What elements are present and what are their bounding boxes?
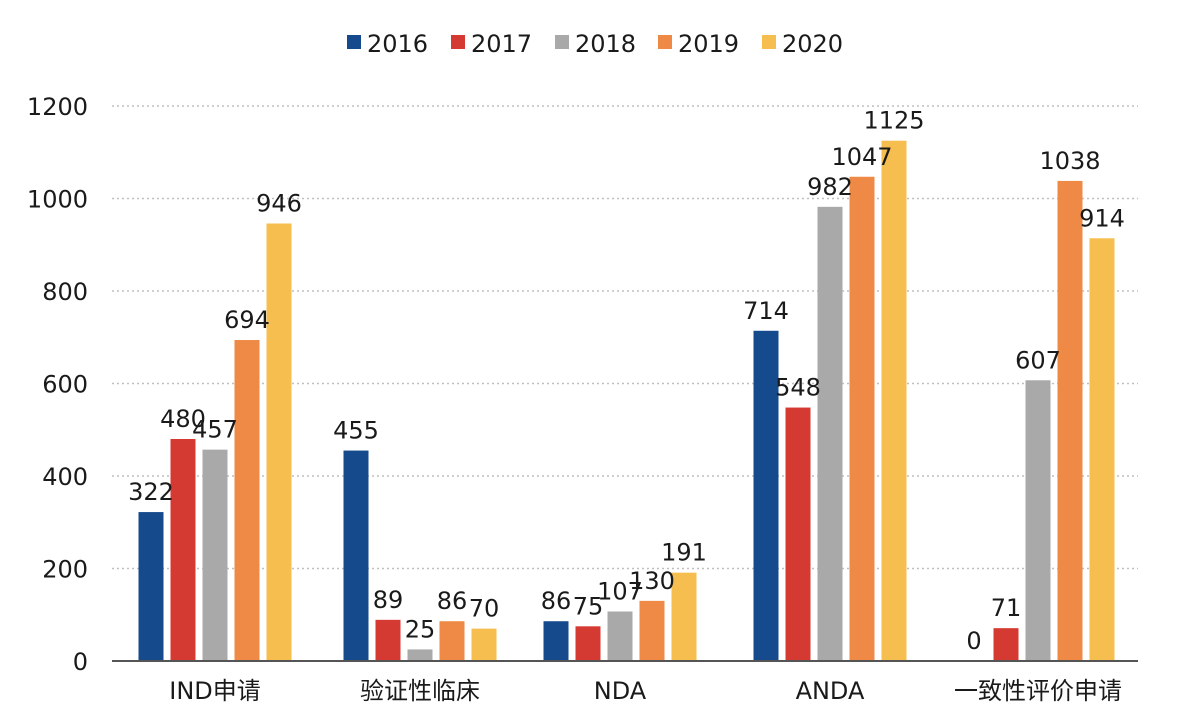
data-label: 86 xyxy=(437,587,468,615)
y-tick-label: 200 xyxy=(42,556,88,584)
gridlines xyxy=(112,105,1138,570)
bar-2020 xyxy=(266,223,292,661)
data-label: 457 xyxy=(192,416,238,444)
data-label: 322 xyxy=(128,478,174,506)
data-label: 0 xyxy=(966,627,981,655)
y-tick-label: 400 xyxy=(42,463,88,491)
y-tick-label: 600 xyxy=(42,371,88,399)
bar-2018 xyxy=(202,449,228,661)
bar-2020 xyxy=(881,140,907,661)
legend-label: 2017 xyxy=(471,30,532,58)
legend-label: 2019 xyxy=(678,30,739,58)
data-label: 71 xyxy=(991,594,1022,622)
y-tick-label: 1200 xyxy=(27,93,88,121)
legend-label: 2020 xyxy=(782,30,843,58)
data-label: 86 xyxy=(541,587,572,615)
legend-swatch-2016 xyxy=(347,35,361,49)
data-label: 455 xyxy=(333,417,379,445)
bar-2019 xyxy=(234,340,260,661)
bar-2018 xyxy=(407,649,433,661)
bar-2018 xyxy=(607,611,633,661)
bar-2016 xyxy=(138,512,164,661)
legend-swatch-2018 xyxy=(555,35,569,49)
data-label: 694 xyxy=(224,306,270,334)
bar-2016 xyxy=(343,450,369,661)
data-label: 548 xyxy=(775,374,821,402)
data-label: 25 xyxy=(405,615,436,643)
bar-2019 xyxy=(1057,180,1083,662)
data-label: 946 xyxy=(256,189,302,217)
legend-swatch-2019 xyxy=(658,35,672,49)
bar-2020 xyxy=(471,628,497,661)
data-label: 89 xyxy=(373,586,404,614)
data-label: 714 xyxy=(743,297,789,325)
bar-2020 xyxy=(671,572,697,661)
bar-2017 xyxy=(170,439,196,661)
bar-2018 xyxy=(1025,380,1051,661)
bar-2017 xyxy=(993,628,1019,661)
data-label: 982 xyxy=(807,173,853,201)
data-label: 1125 xyxy=(863,107,924,135)
data-label: 191 xyxy=(661,539,707,567)
data-label: 480 xyxy=(160,405,206,433)
legend-swatch-2020 xyxy=(762,35,776,49)
x-category-label: 一致性评价申请 xyxy=(954,677,1122,705)
bar-2016 xyxy=(543,621,569,661)
legend-label: 2018 xyxy=(575,30,636,58)
data-label: 70 xyxy=(469,595,500,623)
y-tick-label: 800 xyxy=(42,278,88,306)
x-category-label: ANDA xyxy=(796,677,865,705)
legend-label: 2016 xyxy=(367,30,428,58)
x-category-label: 验证性临床 xyxy=(360,677,480,705)
bar-2019 xyxy=(639,600,665,661)
x-category-label: IND申请 xyxy=(169,677,261,705)
data-label: 107 xyxy=(597,578,643,606)
x-axis: IND申请 验证性临床 NDA ANDA 一致性评价申请 xyxy=(112,660,1138,705)
y-tick-label: 0 xyxy=(73,648,88,676)
bar-2020 xyxy=(1089,238,1115,661)
data-label: 607 xyxy=(1015,346,1061,374)
data-label: 1038 xyxy=(1039,147,1100,175)
chart-legend: 2016 2017 2018 2019 2020 xyxy=(347,30,843,58)
bar-2019 xyxy=(849,176,875,661)
y-axis: 0 200 400 600 800 1000 1200 xyxy=(27,93,88,676)
y-tick-label: 1000 xyxy=(27,186,88,214)
bar-2017 xyxy=(785,407,811,661)
bar-2018 xyxy=(817,206,843,661)
data-label: 1047 xyxy=(831,143,892,171)
bar-2017 xyxy=(575,626,601,661)
bar-2016 xyxy=(753,330,779,661)
bars xyxy=(138,140,1115,662)
bar-2017 xyxy=(375,619,401,661)
data-label: 914 xyxy=(1079,204,1125,232)
legend-swatch-2017 xyxy=(451,35,465,49)
x-category-label: NDA xyxy=(594,677,647,705)
data-label: 130 xyxy=(629,567,675,595)
data-label: 75 xyxy=(573,592,604,620)
bar-2019 xyxy=(439,621,465,661)
